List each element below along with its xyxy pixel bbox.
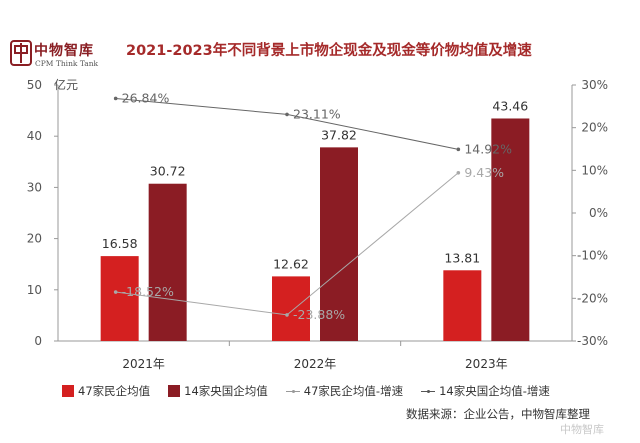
bar bbox=[100, 256, 139, 341]
watermark: 中物智库 bbox=[560, 423, 604, 436]
y2-tick-label: -20% bbox=[577, 291, 608, 305]
y-tick-label: 40 bbox=[27, 129, 42, 143]
y-tick-label: 20 bbox=[27, 232, 42, 246]
growth-point bbox=[113, 290, 118, 294]
y2-tick-label: -10% bbox=[577, 249, 608, 263]
growth-point bbox=[456, 147, 461, 152]
bar-data-label: 30.72 bbox=[150, 164, 186, 179]
bar-data-label: 43.46 bbox=[492, 98, 528, 113]
y-tick-label: 10 bbox=[27, 283, 42, 297]
y2-tick-label: 10% bbox=[581, 163, 608, 177]
legend-item-state-avg: 14家央国企均值 bbox=[168, 383, 268, 399]
growth-point bbox=[285, 112, 289, 117]
bar bbox=[148, 183, 187, 341]
growth-data-label: 9.43% bbox=[464, 165, 504, 180]
bar bbox=[491, 118, 530, 341]
bar-data-label: 16.58 bbox=[102, 236, 138, 251]
growth-line bbox=[115, 97, 459, 150]
y-tick-label: 30 bbox=[27, 180, 42, 194]
data-source-note: 数据来源：企业公告，中物智库整理 bbox=[406, 407, 590, 421]
bar bbox=[320, 147, 358, 341]
growth-point bbox=[285, 313, 289, 317]
x-tick-label: 2023年 bbox=[465, 357, 508, 371]
bar-data-label: 12.62 bbox=[273, 256, 309, 271]
growth-data-label: -18.52% bbox=[122, 284, 174, 299]
legend-label: 47家民企均值-增速 bbox=[303, 384, 404, 398]
legend-swatch bbox=[62, 385, 74, 397]
legend-label: 47家民企均值 bbox=[78, 384, 151, 398]
legend-swatch bbox=[168, 385, 181, 397]
logo-name: 中物智库 bbox=[34, 43, 94, 59]
legend-item-private-avg: 47家民企均值 bbox=[62, 383, 150, 399]
bar-data-label: 37.82 bbox=[321, 127, 357, 142]
growth-data-label: 26.84% bbox=[122, 90, 170, 105]
growth-point bbox=[113, 96, 118, 101]
growth-data-label: 14.92% bbox=[464, 141, 512, 156]
y2-tick-label: 30% bbox=[581, 78, 608, 92]
bar-data-label: 13.81 bbox=[444, 250, 480, 265]
y-tick-label: 0 bbox=[34, 334, 42, 348]
y2-tick-label: 0% bbox=[589, 206, 608, 220]
legend-line-icon bbox=[421, 385, 436, 397]
legend-label: 14家央国企均值 bbox=[184, 384, 268, 398]
logo-mark-icon bbox=[10, 40, 32, 66]
x-tick-label: 2022年 bbox=[294, 357, 337, 371]
growth-data-label: 23.11% bbox=[293, 106, 341, 121]
x-tick-label: 2021年 bbox=[122, 357, 165, 371]
y2-tick-label: -30% bbox=[577, 334, 608, 348]
y-axis-unit-label: 亿元 bbox=[54, 77, 78, 92]
legend-line-icon bbox=[285, 385, 300, 397]
bar bbox=[272, 276, 310, 341]
chart-title: 2021-2023年不同背景上市物企现金及现金等价物均值及增速 bbox=[126, 43, 532, 59]
legend-label: 14家央国企均值-增速 bbox=[439, 384, 550, 398]
logo-subtitle: CPM Think Tank bbox=[35, 59, 99, 68]
bar bbox=[443, 270, 482, 341]
growth-point bbox=[456, 170, 461, 175]
logo: 中物智库 CPM Think Tank bbox=[10, 38, 110, 74]
y2-tick-label: 20% bbox=[581, 121, 608, 135]
y-tick-label: 50 bbox=[27, 78, 42, 92]
legend-item-state-growth: 14家央国企均值-增速 bbox=[421, 383, 550, 399]
growth-data-label: -23.88% bbox=[293, 307, 345, 322]
legend: 47家民企均值 14家央国企均值 47家民企均值-增速 14家央国企均值-增速 bbox=[62, 383, 568, 399]
legend-item-private-growth: 47家民企均值-增速 bbox=[285, 383, 404, 399]
